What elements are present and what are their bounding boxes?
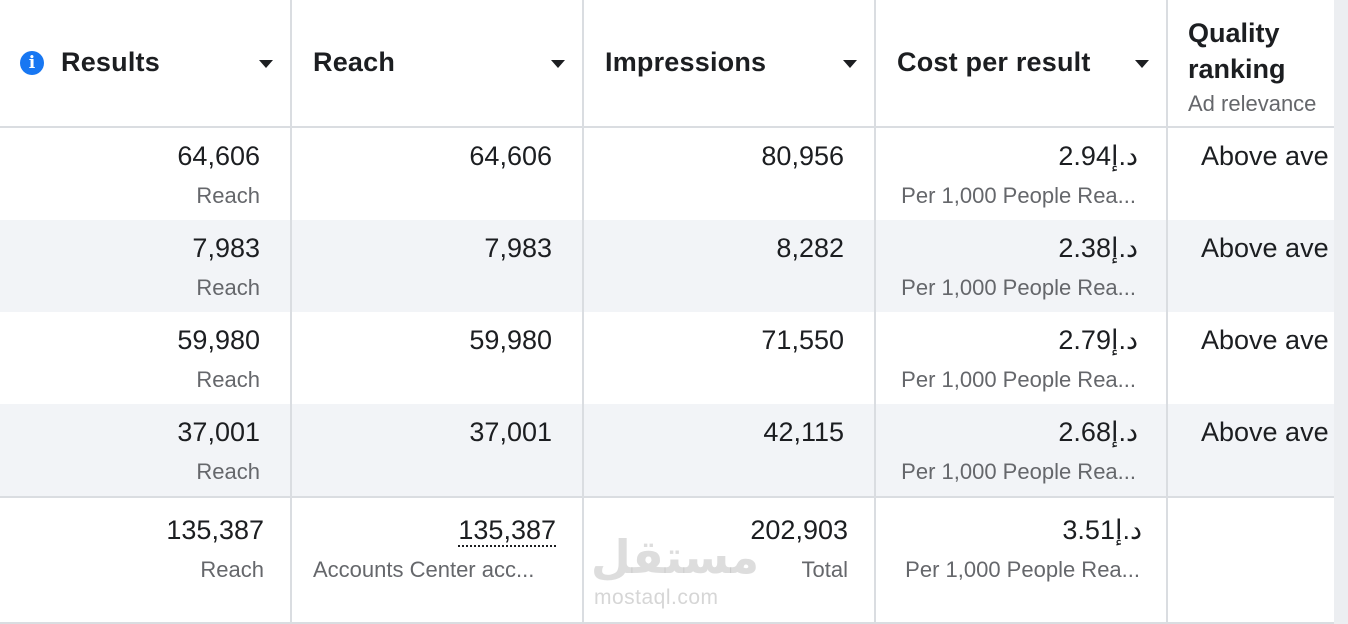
quality-value: Above ave bbox=[1201, 325, 1329, 355]
total-reach-link[interactable]: 135,387 bbox=[458, 515, 556, 547]
quality-ranking-title-line2: ranking bbox=[1188, 54, 1286, 84]
results-value: 64,606 bbox=[177, 141, 260, 171]
cost-sub: Per 1,000 People Rea... bbox=[901, 183, 1136, 208]
row-stripe bbox=[0, 404, 1334, 496]
column-header-cost-per-result[interactable]: Cost per result bbox=[876, 0, 1166, 126]
cost-value: د.إ2.38 bbox=[1058, 233, 1138, 263]
total-cost-value: د.إ3.51 bbox=[1062, 515, 1142, 545]
results-sub: Reach bbox=[196, 183, 260, 208]
cost-value: د.إ2.68 bbox=[1058, 417, 1138, 447]
caret-down-icon[interactable] bbox=[259, 60, 273, 68]
column-header-label: Cost per result bbox=[897, 47, 1091, 77]
quality-value: Above ave bbox=[1201, 233, 1329, 263]
cost-value: د.إ2.79 bbox=[1058, 325, 1138, 355]
column-divider bbox=[290, 0, 292, 624]
totals-divider bbox=[0, 496, 1334, 498]
quality-value: Above ave bbox=[1201, 141, 1329, 171]
caret-down-icon[interactable] bbox=[843, 60, 857, 68]
info-icon[interactable]: i bbox=[20, 51, 44, 75]
quality-value: Above ave bbox=[1201, 417, 1329, 447]
caret-down-icon[interactable] bbox=[551, 60, 565, 68]
reach-value: 59,980 bbox=[469, 325, 552, 355]
quality-ranking-subtitle: Ad relevance bbox=[1188, 91, 1317, 116]
column-header-impressions[interactable]: Impressions bbox=[584, 0, 874, 126]
impressions-value: 71,550 bbox=[761, 325, 844, 355]
results-sub: Reach bbox=[196, 275, 260, 300]
bottom-divider bbox=[0, 622, 1334, 624]
total-impressions-sub: Total bbox=[801, 557, 848, 582]
column-header-label: Impressions bbox=[605, 47, 767, 77]
total-results-value: 135,387 bbox=[166, 515, 264, 545]
horizontal-scroll-edge[interactable] bbox=[1334, 0, 1348, 624]
total-impressions-value: 202,903 bbox=[750, 515, 848, 545]
column-header-label: Reach bbox=[313, 47, 396, 77]
results-value: 37,001 bbox=[177, 417, 260, 447]
header-divider bbox=[0, 126, 1334, 128]
results-sub: Reach bbox=[196, 367, 260, 392]
row-stripe bbox=[0, 220, 1334, 312]
total-reach-value[interactable]: 135,387 bbox=[458, 515, 556, 547]
quality-ranking-title-line1: Quality bbox=[1188, 18, 1280, 48]
total-results-sub: Reach bbox=[200, 557, 264, 582]
reach-value: 64,606 bbox=[469, 141, 552, 171]
impressions-value: 8,282 bbox=[776, 233, 844, 263]
reach-value: 7,983 bbox=[484, 233, 552, 263]
results-value: 59,980 bbox=[177, 325, 260, 355]
column-header-reach[interactable]: Reach bbox=[292, 0, 582, 126]
impressions-value: 80,956 bbox=[761, 141, 844, 171]
caret-down-icon[interactable] bbox=[1135, 60, 1149, 68]
impressions-value: 42,115 bbox=[763, 417, 844, 447]
cost-sub: Per 1,000 People Rea... bbox=[901, 459, 1136, 484]
quality-ranking-title: Quality ranking bbox=[1188, 15, 1286, 87]
cost-value: د.إ2.94 bbox=[1058, 141, 1138, 171]
results-sub: Reach bbox=[196, 459, 260, 484]
total-reach-sub: Accounts Center acc... bbox=[313, 557, 535, 582]
column-header-label: Results bbox=[61, 47, 160, 77]
column-divider bbox=[582, 0, 584, 624]
total-cost-sub: Per 1,000 People Rea... bbox=[905, 557, 1140, 582]
results-value: 7,983 bbox=[192, 233, 260, 263]
cost-sub: Per 1,000 People Rea... bbox=[901, 367, 1136, 392]
cost-sub: Per 1,000 People Rea... bbox=[901, 275, 1136, 300]
column-header-results[interactable]: i Results bbox=[0, 0, 290, 126]
column-divider bbox=[1166, 0, 1168, 624]
reach-value: 37,001 bbox=[469, 417, 552, 447]
column-divider bbox=[874, 0, 876, 624]
